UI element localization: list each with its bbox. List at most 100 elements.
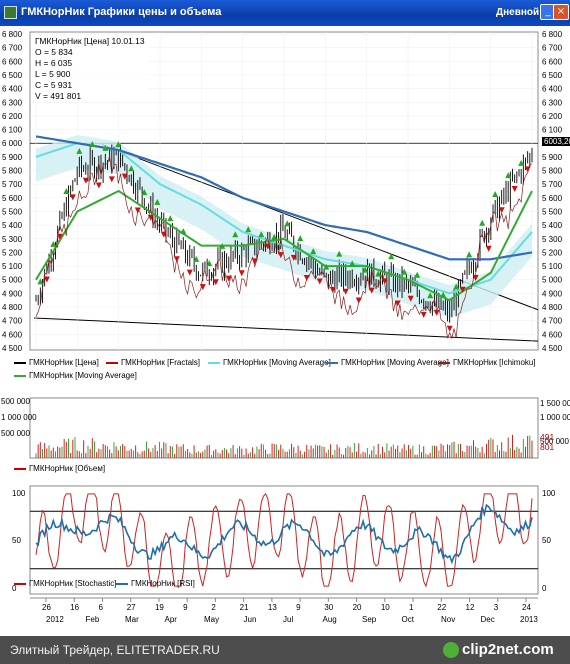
ohlc-high: H = 6 035 [35,58,73,68]
fractal-down-marker [121,173,128,180]
chart-area[interactable]: 6 800 6 800 6 700 6 700 6 600 6 600 6 500 6 500… [0,26,570,636]
ichimoku-cloud [36,135,532,318]
ohlc-close: C = 5 931 [35,80,73,90]
fractal-up-marker [427,292,434,299]
oscillator-lines [30,493,538,588]
x-day-label: 1 [409,603,414,612]
legend-ma-blue[interactable]: ГМКНорНик [Moving Average] [326,358,449,367]
fractal-down-marker [524,166,531,173]
fractal-down-marker [511,186,518,193]
ohlc-open: O = 5 834 [35,47,73,57]
fractal-down-marker [264,243,271,250]
legend-volume[interactable]: ГМКНорНик [Объем] [14,464,105,473]
fractal-up-marker [414,271,421,278]
fractal-up-marker [479,219,486,226]
fractal-markers [37,140,531,332]
price-lines [35,135,533,340]
fractal-down-marker [69,194,76,201]
price-y-label-left: 6 000 [2,139,23,148]
osc-y-label-right: 0 [542,584,547,593]
price-y-label-right: 6 800 [542,30,563,39]
fractal-down-marker [342,288,349,295]
legend-price[interactable]: ГМКНорНик [Цена] [14,358,99,367]
last-volume-label: 491 801 [540,432,555,452]
volume-y-label-right: 500 000 [540,437,569,446]
price-y-label-left: 5 000 [2,276,23,285]
fractal-down-marker [134,207,141,214]
price-y-label-left: 5 600 [2,194,23,203]
price-y-label-right: 5 300 [542,235,563,244]
price-y-label-left: 5 200 [2,248,23,257]
fractal-down-marker [446,325,453,332]
fractal-up-marker [310,248,317,255]
fractal-down-marker [173,256,180,263]
clip2net-logo-icon [443,642,459,658]
fractal-down-marker [212,279,219,286]
fractal-down-marker [238,270,245,277]
period-mode-label[interactable]: Дневной [496,7,540,18]
fractal-up-marker [284,220,291,227]
price-y-label-right: 5 000 [542,276,563,285]
price-y-label-right: 4 600 [542,330,563,339]
fractal-up-marker [258,231,265,238]
fractal-down-marker [329,286,336,293]
fractal-up-marker [219,242,226,249]
oscillator-y-axis: 100 50 0 100 50 0 [12,489,556,593]
price-y-label-left: 5 100 [2,262,23,271]
fractal-down-marker [381,278,388,285]
price-y-label-right: 6 600 [542,57,563,66]
x-day-label: 3 [494,603,499,612]
price-y-label-right: 4 700 [542,317,563,326]
price-y-label-left: 6 100 [2,126,23,135]
x-day-label: 30 [324,603,333,612]
ma-blue-line [35,135,533,261]
x-day-label: 21 [240,603,249,612]
osc-y-label-left: 100 [12,489,26,498]
fractal-up-marker [180,228,187,235]
x-day-label: 10 [381,603,390,612]
x-day-label: 9 [296,603,301,612]
ohlc-low: L = 5 900 [35,69,71,79]
fractal-up-marker [375,270,382,277]
fractal-up-marker [193,255,200,262]
fractal-up-marker [50,240,57,247]
window-titlebar[interactable]: ГМКНорНик Графики цены и объема Дневной … [0,0,570,26]
legend-fractals[interactable]: ГМКНорНик [Fractals] [106,358,200,367]
osc-y-label-left: 50 [12,536,21,545]
x-day-label: 2 [211,603,216,612]
price-y-label-left: 5 400 [2,221,23,230]
legend-ma-green[interactable]: ГМКНорНик [Moving Average] [14,371,137,380]
price-y-label-right: 5 600 [542,194,563,203]
price-y-label-right: 5 800 [542,167,563,176]
fractal-up-marker [154,198,161,205]
price-y-label-left: 6 800 [2,30,23,39]
volume-y-label-left: 500 000 [1,397,30,406]
price-y-axis: 6 800 6 800 6 700 6 700 6 600 6 600 6 500 6 500… [2,30,563,353]
x-day-label: 22 [437,603,446,612]
fractal-up-marker [63,188,70,195]
fractal-up-marker [271,233,278,240]
legend-rsi[interactable]: ГМКНорНик [RSI] [116,579,195,588]
legend-ichimoku[interactable]: ГМКНорНик [Ichimoku] [438,358,536,367]
fractal-down-marker [108,176,115,183]
app-icon [4,6,17,19]
price-y-label-right: 5 400 [542,221,563,230]
fractal-up-marker [115,141,122,148]
fractal-up-marker [323,263,330,270]
fractal-up-marker [89,140,96,147]
ohlc-header: ГМКНорНик [Цена] 10.01.13 [35,36,145,46]
price-y-label-left: 6 500 [2,71,23,80]
fractal-up-marker [518,159,525,166]
x-month-label: Apr [165,615,178,624]
price-y-label-right: 5 100 [542,262,563,271]
price-y-label-left: 5 300 [2,235,23,244]
fractal-down-marker [160,231,167,238]
osc-panel-frame [29,485,539,595]
price-y-label-left: 4 700 [2,317,23,326]
legend-ma-cyan[interactable]: ГМКНорНик [Moving Average] [208,358,331,367]
legend-stochastic[interactable]: ГМКНорНик [Stochastic] [14,579,116,588]
window-title: ГМКНорНик Графики цены и объема [21,6,222,18]
close-button[interactable]: × [553,4,569,20]
